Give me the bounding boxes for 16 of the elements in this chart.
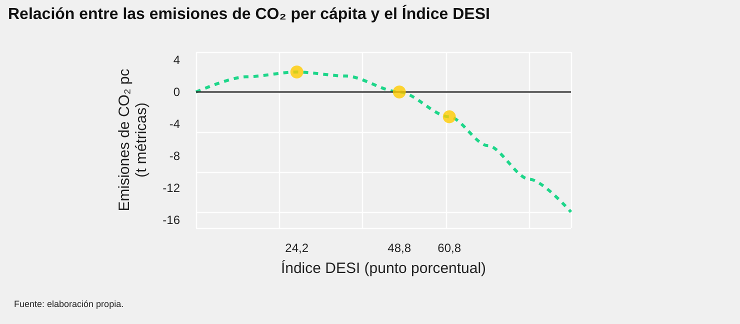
source-note: Fuente: elaboración propia. xyxy=(14,299,124,309)
y-tick-label: -8 xyxy=(169,149,180,163)
point xyxy=(392,86,406,98)
y-tick-label: -4 xyxy=(169,117,180,131)
x-tick-label: 48,8 xyxy=(388,241,412,255)
y-tick-label: 0 xyxy=(173,85,180,99)
y-tick-label: -16 xyxy=(162,213,180,227)
point xyxy=(442,110,456,124)
chart-title: Relación entre las emisiones de CO₂ per cápita y el Índice DESI xyxy=(8,6,490,24)
x-tick-label: 24,2 xyxy=(285,241,309,255)
point xyxy=(290,66,304,78)
y-axis-title: Emisiones de CO₂ pc (t métricas) xyxy=(116,68,150,212)
x-axis-title: Índice DESI (punto porcentual) xyxy=(280,259,486,277)
y-tick-label: 4 xyxy=(173,53,180,67)
y-tick-label: -12 xyxy=(162,181,180,195)
x-tick-label: 60,8 xyxy=(438,241,462,255)
